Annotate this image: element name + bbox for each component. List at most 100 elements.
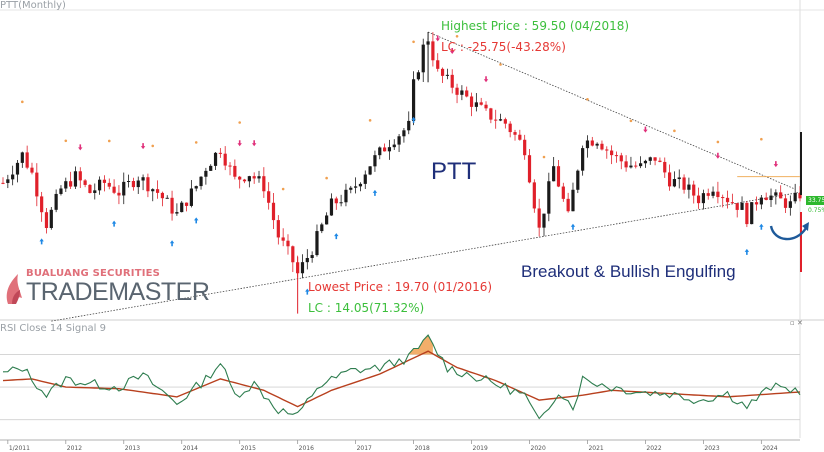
- candle-body: [706, 193, 710, 196]
- candle: [213, 151, 218, 170]
- candle-body: [358, 183, 363, 187]
- candle-body: [1, 182, 5, 184]
- candle-body: [440, 68, 445, 76]
- candle-body: [194, 186, 198, 189]
- candle: [257, 170, 261, 183]
- candle: [721, 194, 725, 208]
- candle-body: [218, 152, 222, 154]
- candle: [479, 97, 483, 106]
- candle: [469, 92, 474, 117]
- chart-title: PTT(Monthly): [0, 0, 66, 11]
- candle: [542, 213, 546, 237]
- pivot-dot: [368, 119, 372, 122]
- candle: [382, 143, 387, 152]
- candle-body: [151, 189, 155, 192]
- candle-body: [716, 191, 720, 198]
- candle: [725, 190, 730, 209]
- candle-body: [271, 202, 276, 221]
- pivot-dot: [64, 139, 68, 143]
- candle: [358, 182, 363, 192]
- pivot-dot: [194, 141, 198, 144]
- candle: [354, 177, 358, 194]
- pivot-dot: [455, 34, 459, 38]
- signal-line: [2, 350, 801, 408]
- pivot-dot: [107, 139, 111, 143]
- candle-body: [581, 148, 585, 171]
- candle: [276, 215, 280, 245]
- candle: [788, 195, 792, 216]
- candle: [634, 161, 638, 169]
- candle: [93, 183, 97, 200]
- candle-body: [469, 96, 474, 107]
- candle: [228, 162, 232, 176]
- brand-logo-icon: [6, 274, 22, 304]
- candle: [242, 178, 247, 184]
- candle-body: [595, 143, 599, 146]
- candle-body: [98, 179, 102, 191]
- candle-body: [518, 134, 522, 140]
- candle: [610, 145, 614, 165]
- candle: [262, 167, 266, 198]
- x-tick-label: 2022: [646, 445, 661, 452]
- candle-body: [696, 195, 701, 204]
- candle: [595, 142, 599, 149]
- candle: [117, 185, 121, 205]
- candle: [503, 117, 507, 129]
- candle: [460, 85, 464, 101]
- buy-arrow-icon: [570, 223, 576, 230]
- candle: [204, 167, 208, 185]
- candle-body: [107, 182, 111, 187]
- candle-body: [783, 198, 788, 208]
- candle: [107, 178, 111, 190]
- candle-body: [131, 181, 136, 188]
- candle-body: [677, 177, 681, 180]
- pivot-dot: [151, 144, 155, 148]
- candle-body: [527, 155, 532, 183]
- sell-arrow-icon: [78, 144, 83, 151]
- candle-body: [40, 196, 44, 213]
- candle-body: [184, 202, 189, 206]
- sell-arrow-icon: [251, 140, 257, 147]
- candle: [170, 190, 174, 221]
- candle-body: [11, 174, 15, 180]
- candle: [677, 169, 681, 189]
- candle-body: [305, 258, 309, 263]
- candlesticks: [1, 32, 802, 314]
- candle-body: [537, 208, 541, 228]
- candle: [155, 180, 160, 199]
- sell-arrow-icon: [773, 161, 779, 168]
- pivot-dot: [281, 187, 285, 191]
- candle-body: [474, 102, 478, 107]
- candle: [291, 245, 295, 273]
- candle-body: [165, 197, 169, 199]
- candle-body: [687, 184, 691, 190]
- sell-arrow-icon: [140, 143, 146, 150]
- candle: [223, 146, 227, 171]
- candle: [416, 70, 421, 81]
- candle-body: [774, 192, 778, 196]
- candle: [498, 113, 503, 122]
- candle-body: [566, 198, 570, 212]
- lowest-lc-annotation: LC : 14.05(71.32%): [308, 301, 425, 315]
- panel-controls[interactable]: ▫ ✕: [790, 319, 803, 327]
- candle-body: [349, 187, 353, 190]
- candle: [315, 224, 319, 257]
- candle-body: [247, 176, 251, 182]
- candle-body: [740, 202, 744, 210]
- trendline-1: [51, 191, 801, 322]
- candle: [209, 164, 213, 171]
- brand-securities: BUALUANG SECURITIES: [26, 268, 161, 279]
- buy-arrow-icon: [334, 233, 339, 240]
- candle: [165, 195, 169, 199]
- candle: [455, 83, 459, 104]
- swoosh-arrowhead-icon: [802, 222, 809, 231]
- candle-body: [571, 189, 575, 212]
- candle: [69, 171, 73, 189]
- candle-body: [64, 181, 68, 189]
- candle: [218, 148, 222, 158]
- sell-arrow-icon: [483, 76, 489, 83]
- candle: [199, 176, 203, 190]
- candle: [474, 93, 478, 112]
- candle-body: [363, 174, 367, 184]
- candle-body: [576, 170, 580, 190]
